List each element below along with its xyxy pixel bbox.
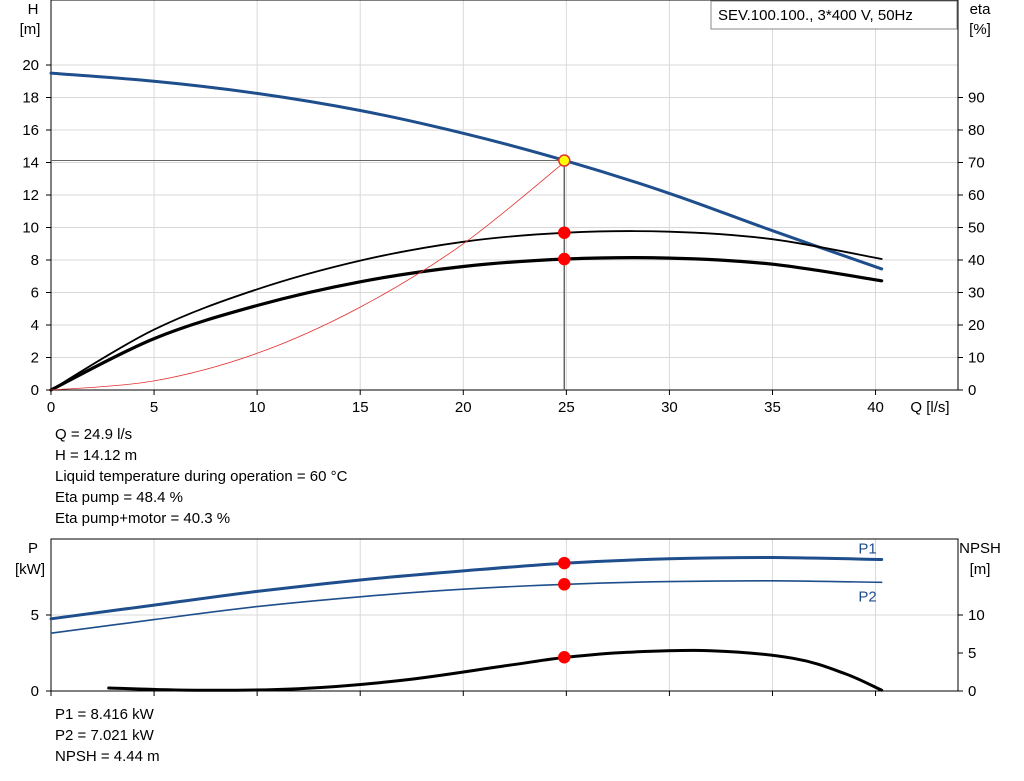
power-y-left-unit: [kW]	[15, 561, 45, 578]
x-tick-label: 15	[352, 399, 369, 416]
x-tick-label: 0	[47, 399, 55, 416]
main-duty-point-marker	[558, 226, 571, 239]
info-temperature: Liquid temperature during operation = 60…	[55, 468, 348, 485]
info-flow: Q = 24.9 l/s	[55, 426, 133, 443]
power-series-2-line	[107, 648, 884, 692]
main-y-left-tick-label: 20	[22, 57, 39, 74]
main-y-left-tick-label: 16	[22, 122, 39, 139]
x-tick-label: 40	[867, 399, 884, 416]
info-p1: P1 = 8.416 kW	[55, 706, 154, 723]
main-y-left-tick-label: 4	[31, 317, 39, 334]
x-tick-label: 30	[661, 399, 678, 416]
power-series-p1-line	[49, 555, 884, 621]
main-y-right-unit: [%]	[969, 21, 991, 38]
chart-title: SEV.100.100., 3*400 V, 50Hz	[718, 7, 913, 24]
power-y-left-tick-label: 5	[31, 607, 39, 624]
power-y-left-label: P	[28, 540, 38, 557]
info-head: H = 14.12 m	[55, 447, 138, 464]
power-y-right-tick-label: 0	[968, 683, 976, 700]
main-series-3-line	[50, 160, 567, 391]
power-duty-point-marker	[558, 651, 571, 664]
info-eta-pump-motor: Eta pump+motor = 40.3 %	[55, 510, 231, 527]
main-y-left-label: H	[28, 1, 39, 18]
series-label-p2: P2	[858, 588, 876, 605]
power-y-right-unit: [m]	[970, 561, 991, 578]
main-y-right-tick-label: 20	[968, 317, 985, 334]
power-duty-point-marker	[558, 556, 571, 570]
info-npsh: NPSH = 4.44 m	[55, 748, 160, 765]
series-label-p1: P1	[858, 541, 876, 558]
x-tick-label: 35	[764, 399, 781, 416]
main-y-left-tick-label: 2	[31, 350, 39, 367]
info-p2: P2 = 7.021 kW	[55, 727, 154, 744]
x-axis-label: Q [l/s]	[910, 399, 949, 416]
main-y-left-tick-label: 18	[22, 90, 39, 107]
main-y-right-tick-label: 70	[968, 155, 985, 172]
power-y-right-tick-label: 5	[968, 645, 976, 662]
main-y-left-tick-label: 0	[31, 382, 39, 399]
main-series-2-line	[49, 256, 884, 392]
info-eta-pump: Eta pump = 48.4 %	[55, 489, 183, 506]
main-y-right-tick-label: 0	[968, 382, 976, 399]
main-duty-point-marker	[558, 154, 571, 167]
main-y-left-unit: [m]	[20, 21, 41, 38]
x-tick-label: 5	[150, 399, 158, 416]
main-y-left-tick-label: 10	[22, 220, 39, 237]
x-tick-label: 25	[558, 399, 575, 416]
main-y-right-tick-label: 50	[968, 220, 985, 237]
main-y-right-tick-label: 40	[968, 252, 985, 269]
power-y-left-tick-label: 0	[31, 683, 39, 700]
x-tick-label: 10	[249, 399, 266, 416]
power-info: P1 = 8.416 kW P2 = 7.021 kW NPSH = 4.44 …	[55, 704, 160, 767]
main-y-left-tick-label: 14	[22, 155, 39, 172]
power-series-p2-line	[50, 579, 883, 634]
main-y-left-tick-label: 6	[31, 285, 39, 302]
main-y-right-tick-label: 10	[968, 350, 985, 367]
main-series-0-line	[49, 71, 884, 271]
x-tick-label: 20	[455, 399, 472, 416]
title-box	[710, 0, 958, 30]
main-y-left-tick-label: 8	[31, 252, 39, 269]
main-y-right-tick-label: 80	[968, 122, 985, 139]
power-y-right-label: NPSH	[959, 540, 1001, 557]
power-duty-point-marker	[558, 578, 571, 591]
duty-point-info: Q = 24.9 l/s H = 14.12 m Liquid temperat…	[55, 424, 347, 529]
main-series-1-line	[50, 230, 883, 391]
main-y-left-tick-label: 12	[22, 187, 39, 204]
main-y-right-tick-label: 30	[968, 285, 985, 302]
main-y-right-tick-label: 90	[968, 90, 985, 107]
power-y-right-tick-label: 10	[968, 607, 985, 624]
main-duty-point-marker	[558, 252, 571, 266]
main-y-right-label: eta	[970, 1, 992, 18]
main-y-right-tick-label: 60	[968, 187, 985, 204]
